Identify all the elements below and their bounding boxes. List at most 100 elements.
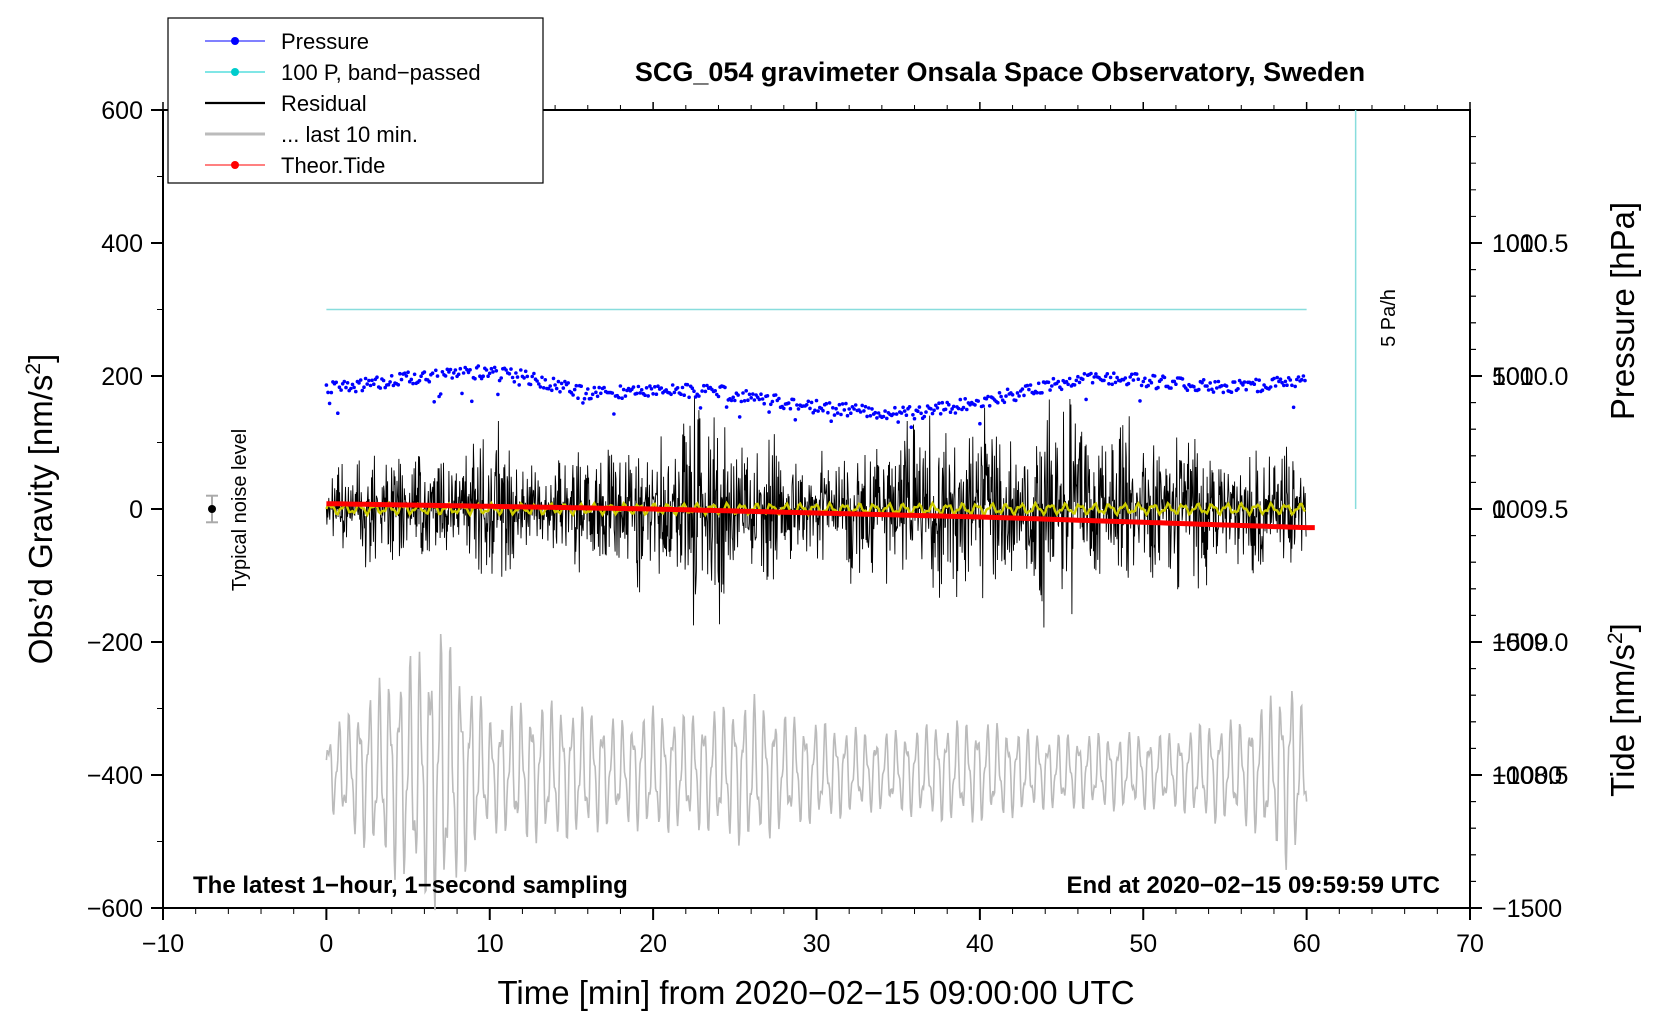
pressure-point bbox=[1010, 393, 1015, 397]
pressure-point bbox=[852, 407, 856, 411]
pressure-point bbox=[1278, 377, 1283, 382]
pressure-point bbox=[404, 374, 409, 378]
pressure-point bbox=[383, 385, 388, 390]
y-tick-label: −600 bbox=[87, 895, 143, 923]
pressure-point bbox=[623, 394, 628, 398]
pressure-point bbox=[352, 385, 356, 390]
pressure-point bbox=[813, 408, 817, 413]
pressure-point bbox=[1303, 378, 1307, 383]
pressure-point bbox=[737, 415, 742, 419]
pressure-point bbox=[961, 405, 966, 410]
pressure-point bbox=[860, 403, 864, 408]
pressure-point bbox=[590, 392, 595, 397]
chart-title: SCG_054 gravimeter Onsala Space Observat… bbox=[635, 57, 1365, 87]
pressure-point bbox=[997, 391, 1002, 395]
pressure-tick-label: 1009.5 bbox=[1492, 496, 1568, 524]
pressure-point bbox=[746, 398, 750, 403]
pressure-point bbox=[930, 411, 935, 416]
pressure-point bbox=[723, 385, 727, 390]
pressure-point bbox=[460, 391, 464, 396]
pressure-point bbox=[326, 390, 330, 395]
pressure-point bbox=[1299, 377, 1304, 382]
y-tick-label: 0 bbox=[129, 496, 143, 524]
pressure-point bbox=[986, 394, 990, 399]
pressure-point bbox=[1172, 379, 1177, 384]
pressure-point bbox=[876, 411, 881, 415]
pressure-point bbox=[1273, 384, 1278, 388]
pressure-point bbox=[1025, 383, 1030, 388]
pressure-point bbox=[468, 368, 472, 372]
pressure-point bbox=[566, 381, 570, 385]
pressure-point bbox=[389, 374, 394, 378]
pressure-point bbox=[922, 414, 927, 419]
series-pressure bbox=[324, 364, 1307, 430]
pressure-point bbox=[958, 397, 963, 402]
pressure-point bbox=[765, 394, 770, 398]
pressure-point bbox=[1162, 375, 1167, 380]
pressure-point bbox=[450, 376, 455, 380]
pressure-point bbox=[1028, 383, 1033, 387]
pressure-point bbox=[406, 370, 410, 375]
pressure-point bbox=[618, 384, 623, 388]
pressure-point bbox=[368, 383, 373, 388]
pressure-point bbox=[747, 392, 752, 397]
pressure-point bbox=[806, 399, 811, 404]
pressure-point bbox=[951, 404, 956, 409]
pressure-point bbox=[602, 385, 606, 390]
pressure-point bbox=[461, 371, 466, 375]
pressure-point bbox=[1152, 374, 1157, 378]
pressure-point bbox=[976, 399, 980, 403]
pressure-point bbox=[929, 407, 933, 411]
pressure-point bbox=[814, 398, 819, 403]
pressure-point bbox=[1084, 397, 1088, 402]
pressure-point bbox=[757, 397, 762, 402]
pressure-point bbox=[816, 409, 820, 413]
pressure-point bbox=[635, 391, 639, 396]
pressure-point bbox=[744, 389, 748, 393]
pressure-point bbox=[1059, 387, 1064, 392]
pressure-point bbox=[470, 399, 474, 404]
pressure-point bbox=[363, 376, 368, 381]
x-tick-label: 10 bbox=[476, 930, 504, 958]
pressure-point bbox=[411, 381, 415, 386]
pressure-point bbox=[749, 396, 753, 400]
pressure-point bbox=[932, 408, 936, 413]
pressure-point bbox=[1296, 375, 1301, 379]
pressure-point bbox=[519, 368, 523, 372]
pressure-point bbox=[675, 386, 680, 390]
pressure-point bbox=[329, 390, 334, 395]
pressure-point bbox=[1134, 372, 1139, 376]
pressure-point bbox=[1108, 375, 1113, 380]
pressure-point bbox=[1136, 377, 1141, 382]
pressure-point bbox=[492, 365, 497, 370]
pressure-point bbox=[1200, 380, 1204, 385]
legend-items: Pressure 100 P, band−passed Residual ... la… bbox=[205, 29, 481, 178]
pressure-point bbox=[1293, 384, 1297, 389]
legend-label: 100 P, band−passed bbox=[281, 60, 481, 85]
pressure-point bbox=[599, 391, 603, 396]
pressure-point bbox=[412, 372, 417, 377]
pressure-point bbox=[1159, 377, 1163, 382]
pressure-point bbox=[804, 403, 809, 407]
pressure-point bbox=[948, 410, 953, 415]
tide-tick-label: −1500 bbox=[1492, 895, 1562, 923]
pressure-point bbox=[1066, 382, 1070, 387]
pressure-point bbox=[849, 411, 853, 416]
pressure-point bbox=[543, 378, 548, 382]
pressure-point bbox=[839, 412, 843, 417]
tide-tick-label: 1000 bbox=[1492, 230, 1548, 258]
pressure-point bbox=[510, 375, 515, 380]
pressure-point bbox=[1076, 374, 1080, 379]
pressure-point bbox=[862, 409, 866, 413]
pressure-point bbox=[1224, 384, 1229, 388]
series-theor-tide-line bbox=[326, 501, 1315, 531]
pressure-point bbox=[381, 378, 386, 383]
pressure-point bbox=[829, 419, 833, 424]
pressure-point bbox=[550, 388, 554, 393]
tide-axis-label-sup: 2 bbox=[1604, 632, 1627, 644]
pressure-point bbox=[1074, 378, 1079, 383]
pressure-point bbox=[885, 416, 889, 421]
pressure-point bbox=[496, 392, 500, 397]
pressure-point bbox=[1139, 383, 1144, 388]
